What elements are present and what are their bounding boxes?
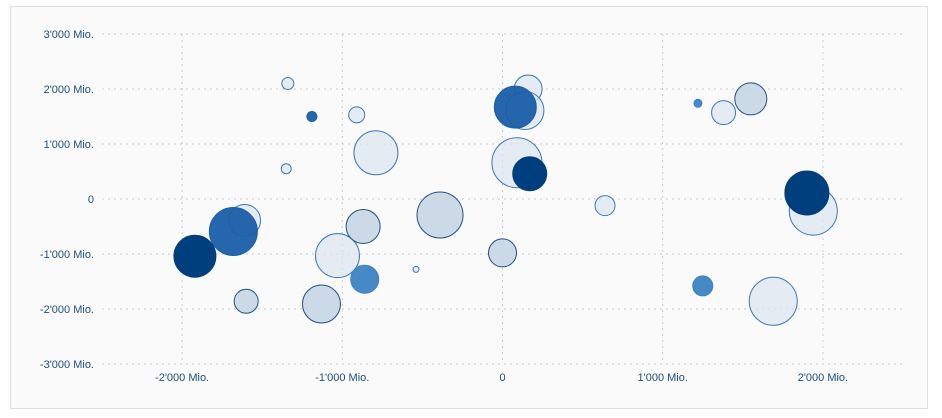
x-tick-label: 1'000 Mio. xyxy=(637,372,687,384)
bubble-point[interactable] xyxy=(306,111,318,122)
bubble-point[interactable] xyxy=(208,206,258,256)
bubble-point[interactable] xyxy=(233,288,259,314)
y-tick-label: 3'000 Mio. xyxy=(44,29,94,41)
bubble-point[interactable] xyxy=(594,195,616,217)
x-tick-label: -2'000 Mio. xyxy=(155,372,209,384)
bubble-point[interactable] xyxy=(734,82,768,116)
y-tick-label: -2'000 Mio. xyxy=(40,304,94,316)
bubble-point[interactable] xyxy=(512,156,548,192)
bubble-point[interactable] xyxy=(301,284,341,324)
bubble-point[interactable] xyxy=(416,191,464,239)
bubble-point[interactable] xyxy=(280,163,292,175)
bubble-point[interactable] xyxy=(348,106,366,124)
y-tick-label: 2'000 Mio. xyxy=(44,84,94,96)
y-tick-label: -1'000 Mio. xyxy=(40,249,94,261)
grid-layer xyxy=(102,33,903,365)
bubble-point[interactable] xyxy=(314,233,360,279)
x-tick-label: -1'000 Mio. xyxy=(315,372,369,384)
y-tick-label: -3'000 Mio. xyxy=(40,359,94,371)
y-tick-label: 0 xyxy=(88,194,94,206)
bubble-layer xyxy=(173,74,838,326)
bubble-point[interactable] xyxy=(692,275,714,297)
bubble-point[interactable] xyxy=(281,77,295,90)
chart-card xyxy=(10,6,928,409)
bubble-point[interactable] xyxy=(693,98,703,108)
x-tick-label: 2'000 Mio. xyxy=(798,372,848,384)
x-tick-label: 0 xyxy=(499,372,505,384)
bubble-point[interactable] xyxy=(488,238,517,268)
bubble-point[interactable] xyxy=(493,85,537,129)
bubble-point[interactable] xyxy=(748,276,798,326)
bubble-point[interactable] xyxy=(173,234,217,278)
bubble-point[interactable] xyxy=(711,100,737,126)
y-tick-label: 1'000 Mio. xyxy=(44,139,94,151)
bubble-point[interactable] xyxy=(350,264,380,294)
bubble-point[interactable] xyxy=(353,130,399,176)
bubble-point[interactable] xyxy=(345,209,381,244)
bubble-point[interactable] xyxy=(412,265,420,273)
bubble-point[interactable] xyxy=(784,170,830,216)
tick-label-layer: 3'000 Mio. 2'000 Mio. 1'000 Mio. 0 -1'000 Mi… xyxy=(40,29,848,384)
